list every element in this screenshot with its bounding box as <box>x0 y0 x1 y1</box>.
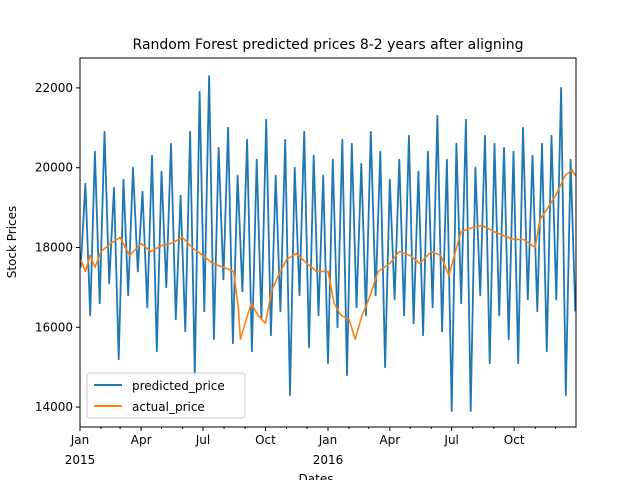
legend-label-actual-price: actual_price <box>132 400 205 414</box>
x-axis: Jan 2015 Apr Jul Oct Jan 2016 Apr Jul Oct <box>65 427 557 467</box>
x-tick-label: Oct <box>504 433 525 447</box>
legend-box <box>86 372 246 419</box>
y-axis: 14000 16000 18000 20000 22000 <box>35 81 80 414</box>
plot-area <box>79 57 577 428</box>
x-tick-label: Apr <box>131 433 152 447</box>
x-tick-year-label: 2016 <box>313 453 344 467</box>
x-tick-label: Apr <box>379 433 400 447</box>
x-axis-label: Dates <box>299 472 334 480</box>
y-tick-label: 16000 <box>35 320 73 334</box>
series-line-predicted-price <box>79 75 577 412</box>
legend-label-predicted-price: predicted_price <box>132 379 225 393</box>
series-line-actual-price <box>79 168 576 340</box>
x-tick-year-label: 2015 <box>65 453 96 467</box>
x-tick-label: Jan <box>318 433 338 447</box>
y-tick-label: 20000 <box>35 161 73 175</box>
y-axis-label: Stock Prices <box>5 206 19 279</box>
series-layer <box>79 75 577 412</box>
chart-title: Random Forest predicted prices 8-2 years… <box>133 37 524 53</box>
x-tick-label: Oct <box>255 433 276 447</box>
y-tick-label: 18000 <box>35 240 73 254</box>
x-tick-label: Jul <box>195 433 210 447</box>
x-tick-label: Jul <box>443 433 458 447</box>
x-tick-label: Jan <box>70 433 90 447</box>
y-tick-label: 14000 <box>35 400 73 414</box>
y-tick-label: 22000 <box>35 81 73 95</box>
legend: predicted_price actual_price <box>86 372 246 419</box>
